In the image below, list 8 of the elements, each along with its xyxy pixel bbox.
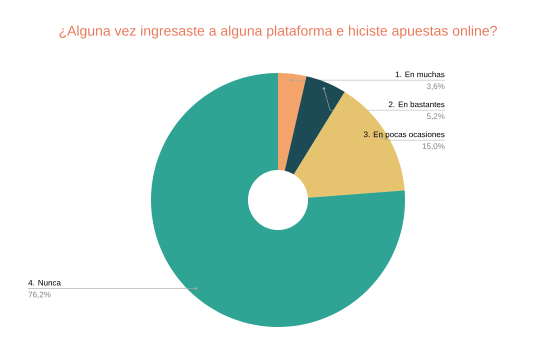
slice-label: 4. Nunca [28, 280, 61, 286]
data-label: 5,2% [426, 113, 445, 120]
slice-label: 1. En muchas [396, 71, 445, 78]
chart-title: ¿Alguna vez ingresaste a alguna plataforma e hiciste apuestas online? [59, 25, 497, 39]
data-label: 76,2% [28, 292, 51, 298]
data-label: 3,6% [426, 83, 445, 90]
data-label: 15,0% [422, 143, 445, 150]
slice-label: 2. En bastantes [388, 101, 445, 108]
